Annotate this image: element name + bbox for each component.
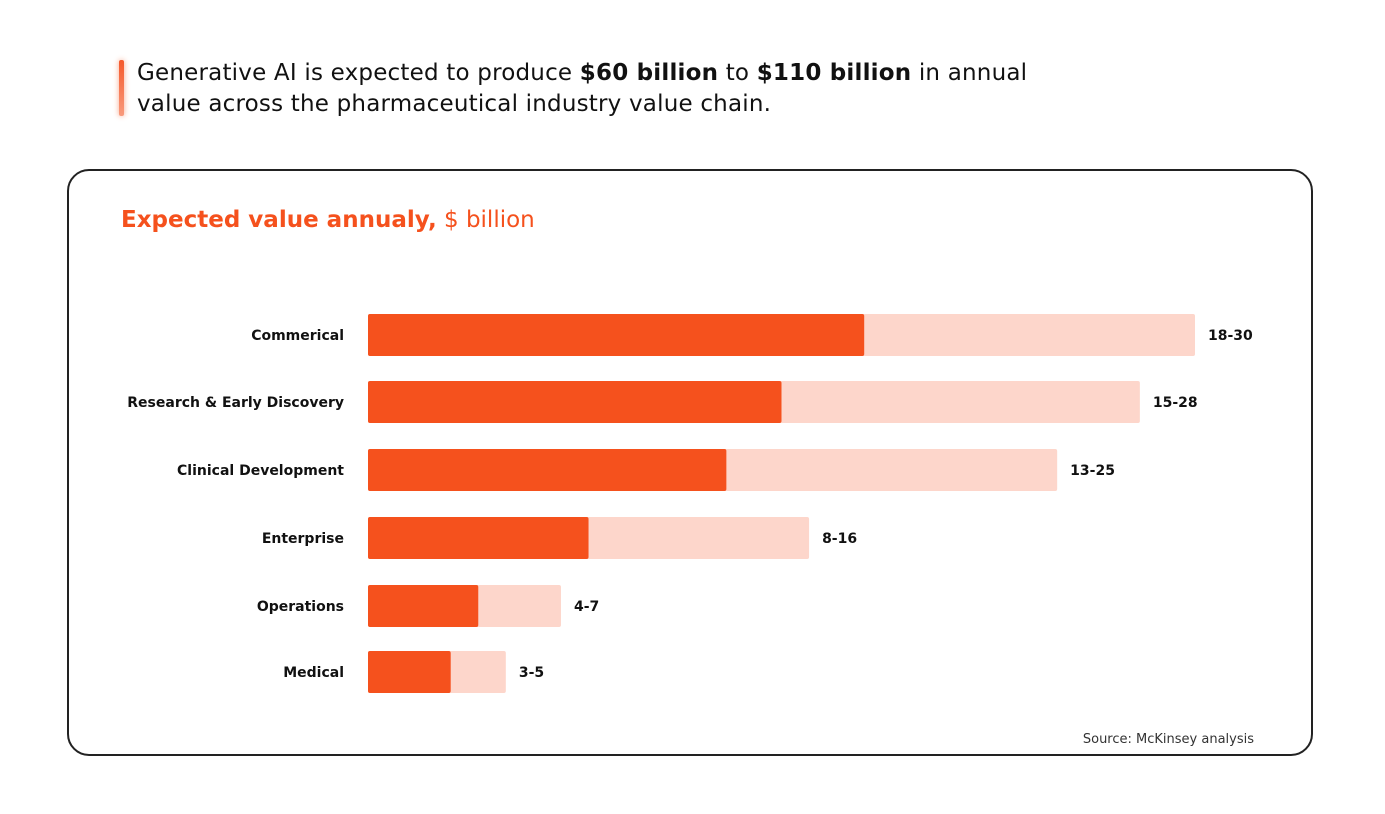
category-label: Enterprise: [262, 531, 344, 547]
bar-low-5: [368, 651, 451, 693]
category-label: Medical: [283, 665, 344, 681]
headline-text: Generative AI is expected to produce: [137, 60, 580, 86]
category-label: Research & Early Discovery: [127, 395, 344, 411]
headline-text: to: [718, 60, 757, 86]
value-label: 18-30: [1208, 328, 1253, 344]
chart-title-main: Expected value annualy,: [121, 207, 437, 233]
category-label: Operations: [257, 599, 344, 615]
headline-high-value: $110 billion: [756, 60, 912, 86]
value-label: 13-25: [1070, 463, 1115, 479]
value-label: 3-5: [519, 665, 544, 681]
bar-low-2: [368, 449, 727, 491]
headline: Generative AI is expected to produce $60…: [137, 58, 1097, 120]
chart-title-unit: $ billion: [444, 207, 535, 233]
bar-low-3: [368, 517, 589, 559]
headline-low-value: $60 billion: [579, 60, 719, 86]
bar-low-4: [368, 585, 479, 627]
accent-bar: [119, 60, 124, 116]
value-label: 4-7: [574, 599, 599, 615]
chart-card: [67, 169, 1313, 756]
headline-text: in annual value across the pharmaceutica…: [137, 60, 1028, 117]
source-note: Source: McKinsey analysis: [1082, 732, 1254, 747]
chart-title: Expected value annualy, $ billion: [121, 207, 535, 233]
value-label: 8-16: [822, 531, 857, 547]
bar-low-0: [368, 314, 865, 356]
category-label: Commerical: [251, 328, 344, 344]
category-label: Clinical Development: [177, 463, 344, 479]
bar-low-1: [368, 381, 782, 423]
value-label: 15-28: [1153, 395, 1198, 411]
